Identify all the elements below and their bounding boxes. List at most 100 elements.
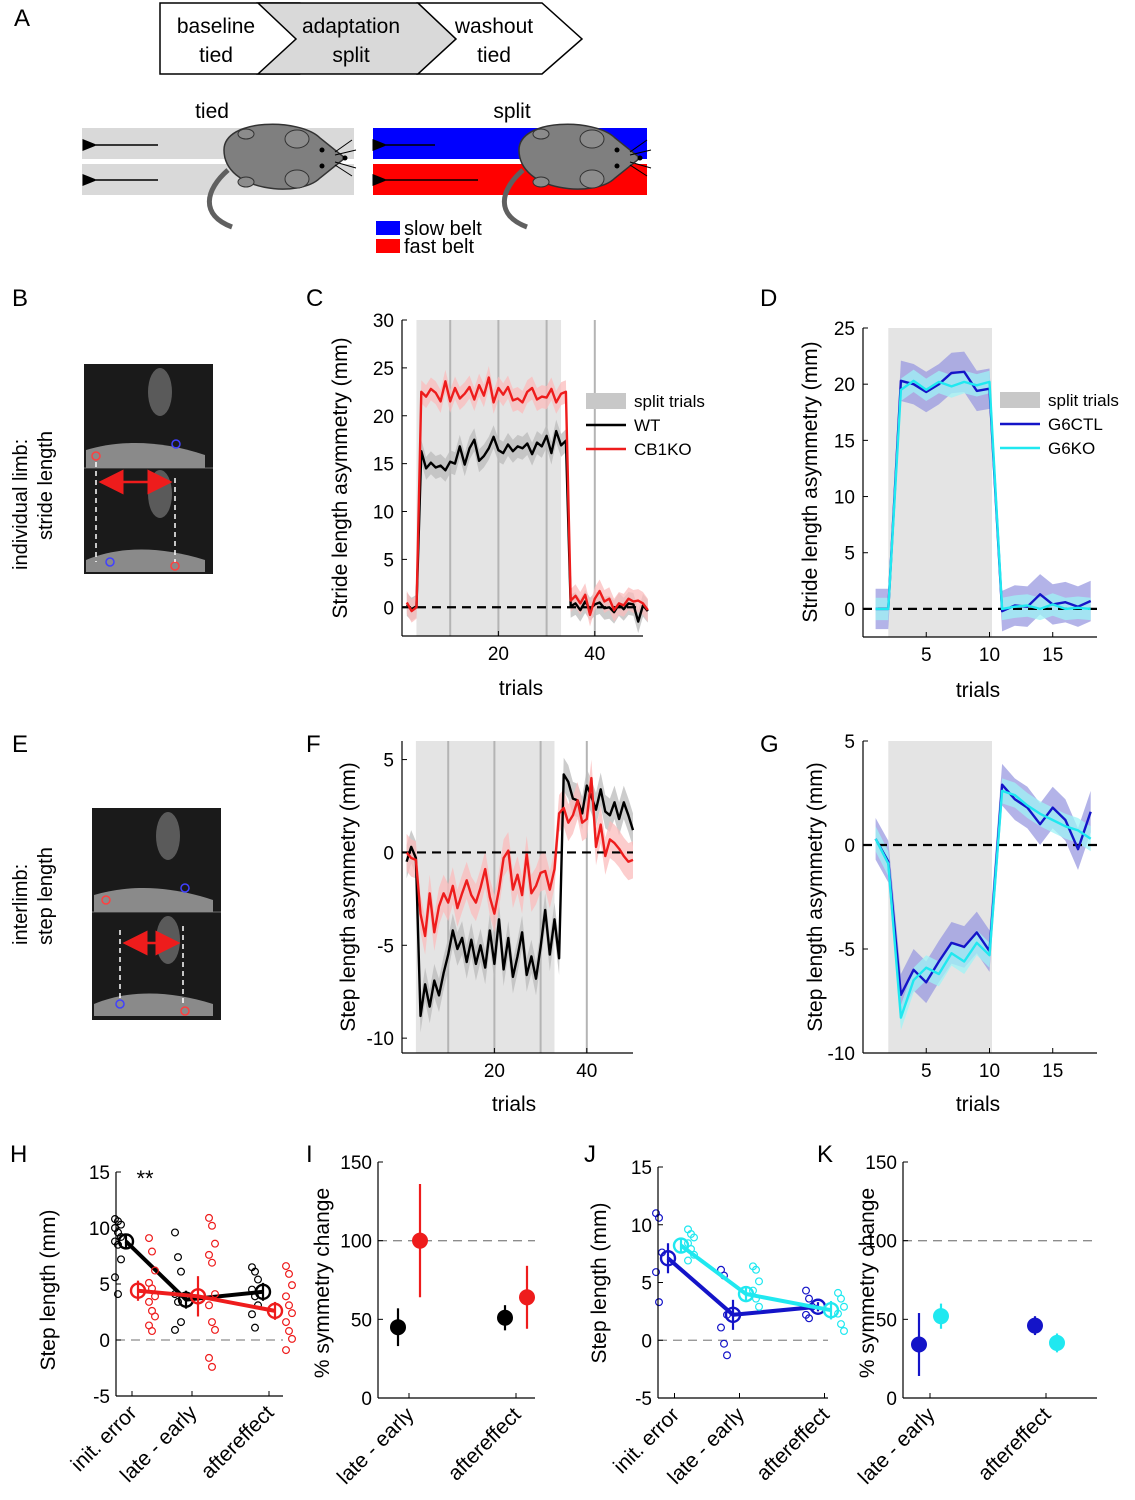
legend-label-split-c: split trials: [634, 392, 705, 411]
individual-point-wt: [248, 1310, 257, 1319]
individual-point-cb1ko: [151, 1266, 160, 1275]
mean-marker-g6ko: [933, 1308, 949, 1325]
panel-letter-f: F: [306, 731, 321, 758]
individual-point-cb1ko: [282, 1318, 291, 1327]
individual-point-cb1ko: [285, 1327, 294, 1336]
individual-point-cb1ko: [208, 1362, 217, 1371]
y-tick-label-f: -5: [377, 936, 394, 957]
y-tick-label-k: 100: [865, 1232, 897, 1253]
series-line-g6ko: [874, 789, 1092, 1019]
y-tick-label-h: 0: [99, 1331, 110, 1352]
x-tick-label-d: 15: [1042, 645, 1063, 666]
individual-point-g6ko: [751, 1265, 760, 1274]
y-tick-label-d: 25: [834, 319, 855, 340]
mean-marker-wt: [390, 1319, 406, 1336]
individual-point-cb1ko: [285, 1269, 294, 1278]
individual-point-wt: [174, 1253, 183, 1262]
individual-point-cb1ko: [205, 1301, 214, 1310]
sem-band-cb1ko: [406, 366, 648, 627]
y-tick-label-k: 0: [886, 1389, 897, 1410]
category-label-i: late - early: [333, 1403, 419, 1489]
y-tick-label-c: 25: [373, 359, 394, 380]
y-tick-label-h: -5: [93, 1387, 110, 1408]
individual-point-cb1ko: [288, 1309, 297, 1318]
chart-panel-i: I 0 50 100 150 late - early aftereffect % symm…: [306, 1141, 535, 1489]
split-label: split: [493, 100, 531, 123]
fast-belt-swatch: [376, 239, 400, 253]
mean-marker-wt: [117, 1233, 135, 1250]
y-tick-label-d: 15: [834, 431, 855, 452]
category-label-j: aftereffect: [752, 1403, 834, 1485]
stride-length-photo: [84, 364, 213, 574]
protocol-washout-line1: washout: [454, 15, 533, 38]
individual-point-cb1ko: [282, 1262, 291, 1271]
mean-marker-g6ctl: [659, 1250, 677, 1267]
mean-marker-g6ko: [822, 1302, 840, 1319]
legend-label-wt: WT: [634, 416, 660, 435]
protocol-step-washout: [416, 2, 584, 75]
individual-point-g6ko: [839, 1302, 848, 1311]
individual-point-g6ko: [839, 1327, 848, 1336]
individual-point-cb1ko: [208, 1318, 217, 1327]
individual-point-wt: [171, 1228, 180, 1237]
x-tick-label-g: 15: [1042, 1061, 1063, 1082]
legend-label-cb1ko: CB1KO: [634, 440, 692, 459]
y-tick-label-g: -10: [828, 1044, 855, 1065]
x-tick-label-g: 5: [921, 1061, 932, 1082]
series-line-g6ctl: [874, 783, 1092, 996]
y-tick-label-j: 5: [641, 1274, 652, 1295]
series-line-wt: [405, 429, 649, 623]
mean-marker-g6ctl: [724, 1306, 742, 1324]
individual-point-cb1ko: [208, 1258, 217, 1267]
y-tick-label-d: 20: [834, 375, 855, 396]
y-tick-label-f: 5: [383, 751, 394, 772]
y-tick-label-c: 15: [373, 455, 394, 476]
individual-point-cb1ko: [285, 1301, 294, 1310]
individual-point-cb1ko: [282, 1346, 291, 1355]
individual-point-cb1ko: [211, 1325, 220, 1334]
x-axis-label-g: trials: [956, 1093, 1000, 1116]
category-label-k: late - early: [854, 1403, 940, 1489]
y-axis-label-d: Stride length asymmetry (mm): [799, 341, 822, 622]
y-tick-label-d: 0: [844, 600, 855, 621]
series-line-wt: [405, 773, 635, 1018]
y-tick-label-j: 0: [641, 1331, 652, 1352]
mean-marker-cb1ko: [519, 1289, 535, 1306]
individual-point-cb1ko: [205, 1250, 214, 1259]
y-tick-label-k: 150: [865, 1153, 897, 1174]
e-caption-line2: step length: [35, 847, 57, 945]
y-tick-label-j: 15: [631, 1158, 652, 1179]
mean-marker-g6ko: [1049, 1334, 1065, 1351]
panel-letter-h: H: [10, 1141, 27, 1168]
mean-marker-wt: [497, 1309, 513, 1326]
mean-marker-cb1ko: [189, 1288, 207, 1305]
mean-marker-cb1ko: [266, 1302, 284, 1320]
chart-panel-f: F -10 -5 0 5 20 40 trials Step length asymmetry…: [306, 731, 635, 1116]
individual-point-g6ko: [836, 1320, 845, 1329]
individual-point-cb1ko: [145, 1297, 154, 1306]
mouse-illustration-split: [501, 123, 652, 230]
x-tick-label-d: 10: [979, 645, 1000, 666]
e-caption-line1: interlimb:: [10, 864, 32, 945]
y-tick-label-g: -5: [838, 940, 855, 961]
fast-belt-label: fast belt: [404, 236, 474, 258]
x-tick-label-c: 20: [488, 644, 509, 665]
y-tick-label-j: 10: [631, 1216, 652, 1237]
mean-marker-g6ctl: [911, 1336, 927, 1353]
mean-marker-g6ko: [737, 1285, 755, 1303]
slow-belt-label: slow belt: [404, 218, 482, 240]
y-axis-label-g: Step length asymmetry (mm): [804, 762, 827, 1032]
individual-point-cb1ko: [288, 1334, 297, 1343]
y-tick-label-g: 0: [844, 836, 855, 857]
legend-label-split-d: split trials: [1048, 391, 1119, 410]
panel-letter-b: B: [12, 285, 28, 312]
individual-point-g6ctl: [654, 1213, 663, 1222]
x-axis-label-c: trials: [499, 677, 543, 700]
panel-letter-a: A: [14, 5, 30, 32]
step-length-photo: [92, 808, 221, 1020]
x-tick-label-f: 40: [576, 1061, 597, 1082]
split-treadmill: split slow belt fast belt: [372, 100, 652, 258]
b-caption-line1: individual limb:: [10, 439, 32, 570]
